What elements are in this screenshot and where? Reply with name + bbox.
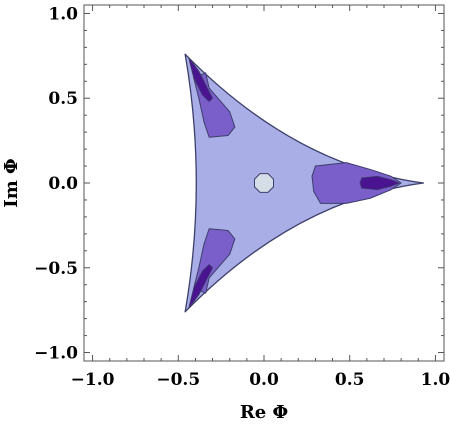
contour-regions [184,53,425,313]
y-tick-label: 1.0 [48,4,78,24]
y-tick-label: −1.0 [34,344,78,364]
outer-contour-region [184,53,425,313]
x-axis-title: Re Φ [240,402,288,423]
inner-contour-region [188,57,213,103]
x-tick-label: 0.5 [335,370,365,390]
x-tick-label: −1.0 [71,370,115,390]
x-tick-label: −0.5 [156,370,200,390]
axis-ticks: −1.0 −0.5 0.0 0.5 1.0 −1.0 −0.5 0.0 0.5 1.0 [34,4,450,390]
y-tick-label: −0.5 [34,259,78,279]
inner-contour-region [359,175,400,191]
y-tick-label: 0.5 [48,89,78,109]
y-axis-title: Im Φ [1,158,22,207]
x-tick-label: 0.0 [249,370,279,390]
inner-contour-region [188,263,213,309]
x-tick-label: 1.0 [421,370,450,390]
mid-contour-region [311,162,402,204]
center-hole-region [253,173,275,193]
y-tick-label: 0.0 [48,174,78,194]
